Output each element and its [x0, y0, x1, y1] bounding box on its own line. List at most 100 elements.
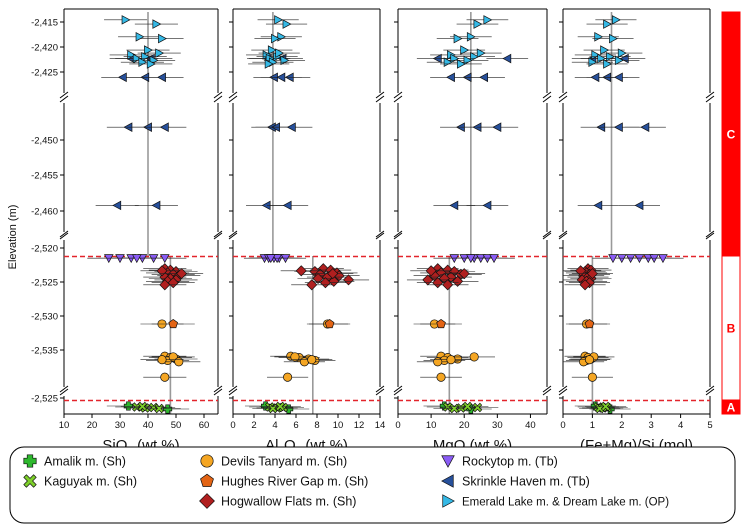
- data-point: [600, 401, 611, 412]
- axis-break-mark: [558, 388, 568, 396]
- data-point: [282, 19, 292, 29]
- y-tick-label: -2,460: [31, 207, 58, 218]
- data-point: [479, 72, 489, 83]
- data-point: [276, 72, 286, 83]
- data-point: [459, 254, 470, 264]
- data-point: [144, 45, 153, 55]
- data-point: [295, 265, 307, 277]
- data-point: [267, 45, 277, 55]
- data-point: [436, 318, 446, 329]
- x-tick-label: 10: [59, 420, 70, 431]
- legend: Amalik m. (Sh) Kaguyak m. (Sh) Devils Tany…: [9, 446, 736, 524]
- axis-break-mark: [59, 385, 69, 393]
- data-point: [121, 15, 131, 25]
- x-tick-label: 12: [354, 420, 365, 431]
- legend-marker: [442, 494, 455, 508]
- x-tick-label: 3: [649, 420, 654, 431]
- data-point: [634, 254, 645, 264]
- data-point: [286, 122, 296, 132]
- axis-break-mark: [228, 385, 238, 393]
- data-point: [482, 200, 492, 211]
- data-point: [274, 15, 284, 25]
- axis-break-mark: [213, 385, 223, 393]
- data-point: [609, 33, 618, 44]
- axis-break-mark: [375, 91, 385, 99]
- data-point: [158, 33, 167, 44]
- axis-break-mark: [228, 230, 238, 238]
- y-tick-label: -2,530: [31, 312, 58, 323]
- data-point: [458, 268, 470, 280]
- axis-break-mark: [375, 388, 385, 396]
- data-point: [476, 48, 486, 58]
- x-tick-label: 30: [115, 420, 126, 431]
- x-tick-label: 8: [314, 420, 319, 431]
- zone-label-c: C: [727, 128, 736, 142]
- data-point: [449, 200, 459, 211]
- x-tick-label: 0: [395, 420, 400, 431]
- data-point: [579, 279, 591, 291]
- zone-label-a: A: [727, 401, 736, 415]
- axis-break-mark: [59, 232, 69, 240]
- data-point: [613, 72, 623, 83]
- axis-break-mark: [213, 91, 223, 99]
- x-tick-label: 60: [199, 420, 210, 431]
- panel-sio2: 102030405060SiO2 (wt.%)-2,415-2,420-2,42…: [31, 8, 223, 459]
- data-point: [472, 402, 483, 413]
- legend-label: Hogwallow Flats m. (Sh): [221, 495, 356, 509]
- data-point: [275, 401, 285, 412]
- axis-break-mark: [213, 232, 223, 240]
- axis-break-mark: [558, 232, 568, 240]
- axis-break-mark: [542, 91, 552, 99]
- data-point: [584, 318, 595, 329]
- x-tick-label: 1: [590, 420, 595, 431]
- chart-panels: 102030405060SiO2 (wt.%)-2,415-2,420-2,42…: [31, 8, 715, 459]
- data-point: [640, 122, 650, 132]
- data-point: [176, 268, 188, 280]
- data-point: [115, 254, 125, 264]
- data-point: [453, 33, 463, 44]
- y-tick-label: -2,520: [31, 244, 58, 255]
- data-point: [643, 254, 654, 264]
- data-point: [489, 254, 499, 264]
- y-tick-label: -2,535: [31, 346, 58, 357]
- data-point: [152, 19, 162, 29]
- data-point: [123, 401, 133, 411]
- axis-break-mark: [393, 232, 403, 240]
- data-point: [275, 48, 285, 58]
- x-tick-label: 30: [492, 420, 503, 431]
- data-point: [157, 72, 166, 83]
- axis-break-mark: [542, 230, 552, 238]
- data-point: [151, 200, 161, 211]
- data-point: [159, 279, 171, 291]
- data-point: [593, 200, 603, 211]
- axis-break-mark: [375, 385, 385, 393]
- legend-marker: [23, 474, 37, 488]
- x-tick-label: 4: [272, 420, 277, 431]
- data-point: [469, 352, 479, 362]
- legend-marker: [23, 454, 37, 468]
- data-point: [271, 33, 280, 44]
- data-point: [148, 254, 159, 264]
- axis-break-mark: [542, 388, 552, 396]
- x-tick-label: 14: [375, 420, 386, 431]
- x-tick-label: 40: [525, 420, 536, 431]
- axis-break-mark: [228, 91, 238, 99]
- data-point: [603, 19, 613, 29]
- data-point: [473, 19, 483, 29]
- data-point: [328, 275, 340, 287]
- zone-bar: C B A: [721, 11, 741, 415]
- legend-label: Amalik m. (Sh): [44, 455, 126, 469]
- data-point: [112, 200, 122, 211]
- axis-break-mark: [213, 230, 223, 238]
- data-point: [146, 59, 156, 69]
- data-point: [594, 31, 604, 42]
- data-point: [446, 72, 455, 83]
- axis-break-mark: [213, 95, 223, 103]
- data-point: [312, 272, 324, 285]
- data-point: [649, 254, 659, 264]
- axis-break-mark: [705, 230, 715, 238]
- data-point: [307, 355, 317, 365]
- y-tick-label: -2,525: [31, 278, 58, 289]
